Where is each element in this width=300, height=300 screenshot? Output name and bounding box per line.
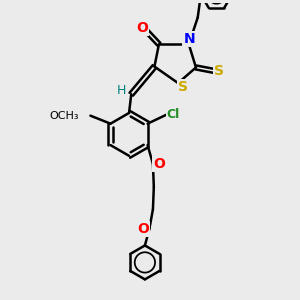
- Text: S: S: [178, 80, 188, 94]
- Text: O: O: [153, 157, 165, 171]
- Text: O: O: [137, 222, 149, 236]
- Text: N: N: [183, 32, 195, 46]
- Text: Cl: Cl: [167, 108, 180, 121]
- Text: S: S: [214, 64, 224, 78]
- Text: H: H: [117, 84, 126, 97]
- Text: O: O: [136, 21, 148, 35]
- Text: OCH₃: OCH₃: [50, 111, 79, 121]
